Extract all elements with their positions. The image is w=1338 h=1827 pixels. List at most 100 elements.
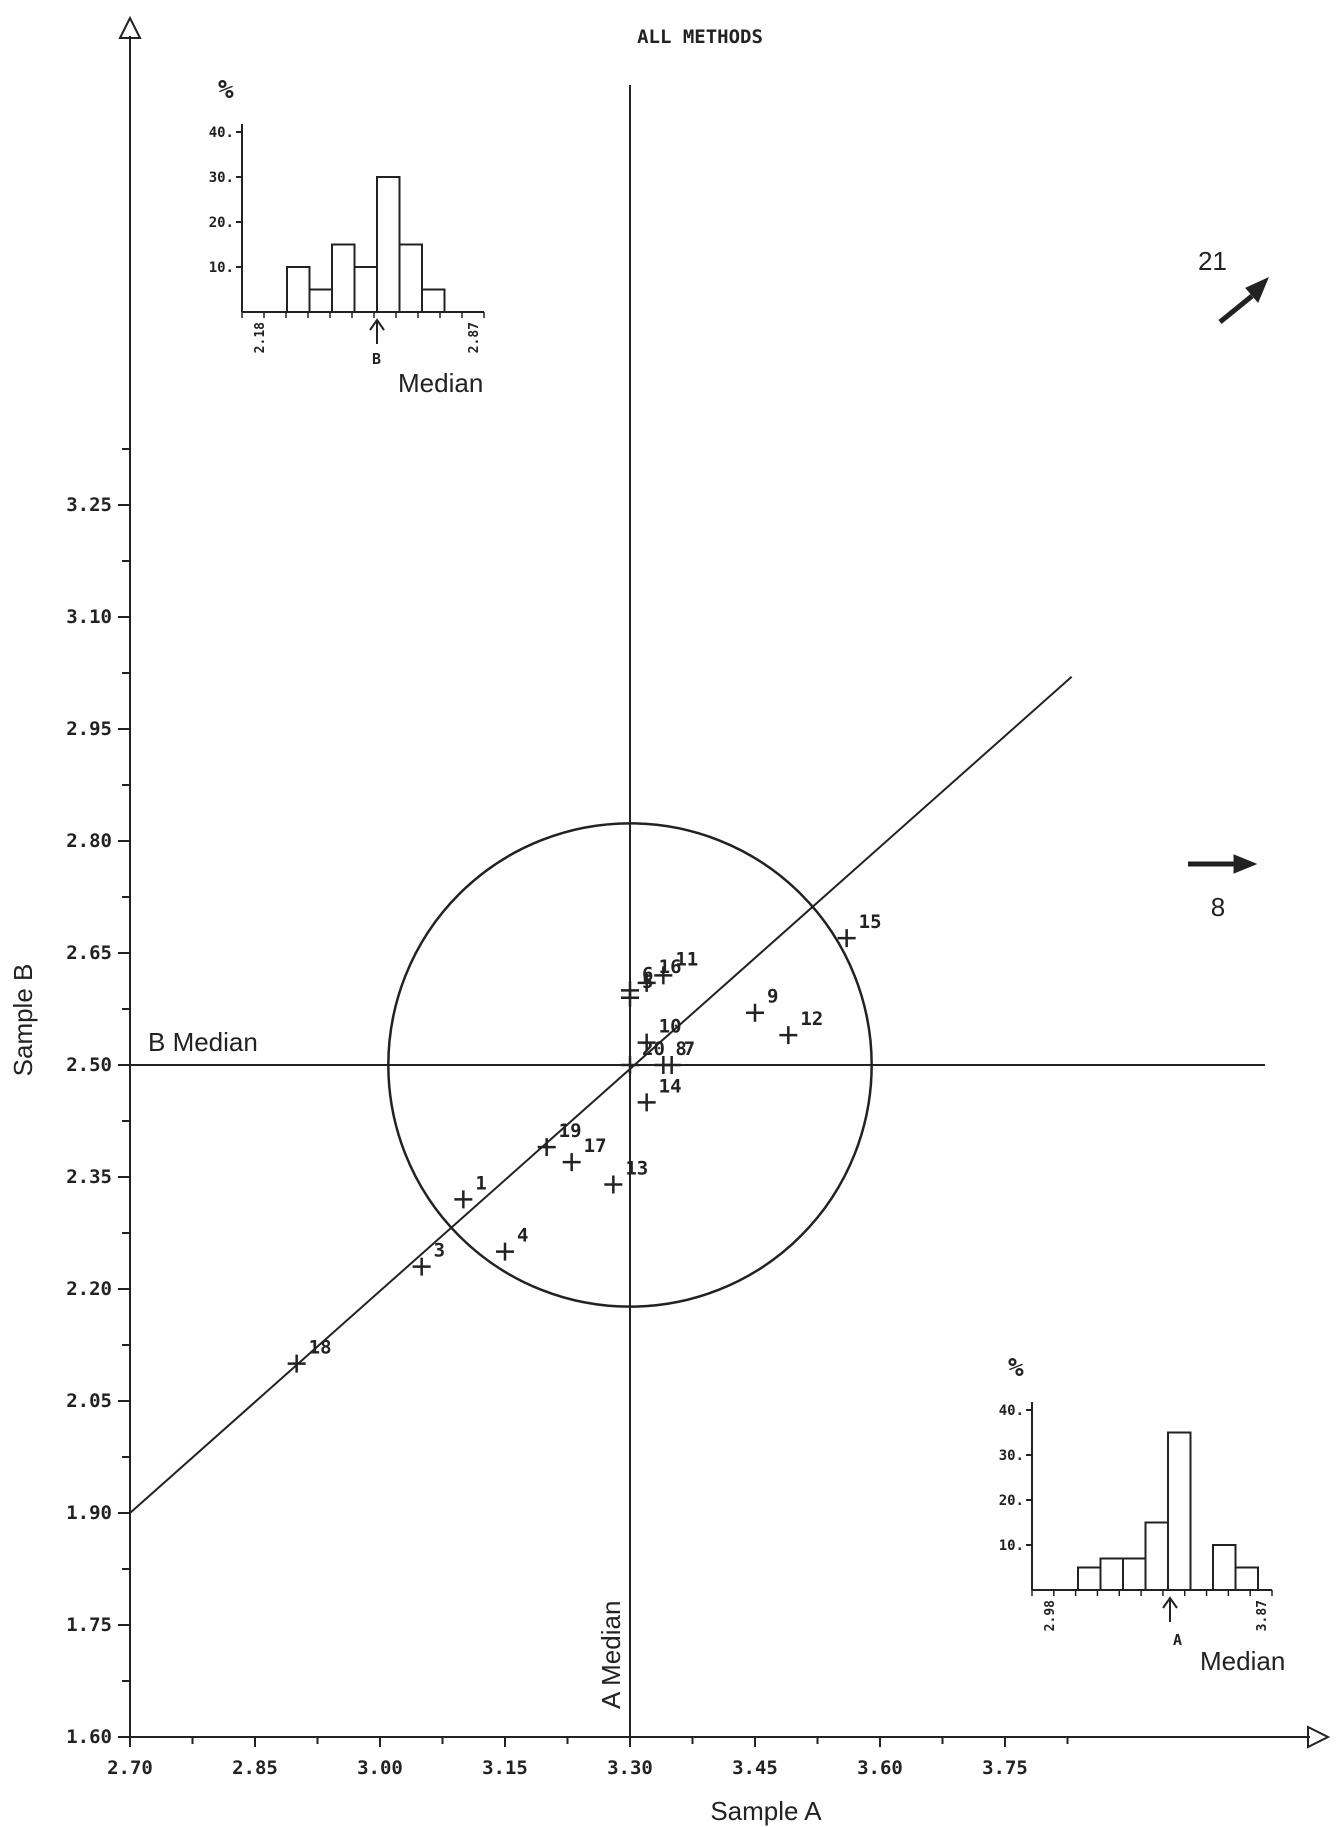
y-tick-label: 1.90 [66, 1502, 112, 1524]
histogram-sample-a: % 10. 20. 30. 40. 2.98 3.87 A Median [999, 1353, 1286, 1676]
data-point: 12 [779, 1008, 823, 1045]
outlier-arrowhead-up-right [1245, 277, 1269, 303]
data-point-marker [412, 1257, 431, 1276]
histogram-bar [1212, 1544, 1237, 1591]
x-tick-label: 3.15 [482, 1757, 528, 1779]
outlier-label-8: 8 [1211, 892, 1225, 922]
histogram-sample-b: % 10. 20. 30. 40. 2.18 2.87 B Median [209, 75, 485, 398]
y-tick-label: 1.60 [66, 1726, 112, 1748]
histogram-a-median-label: Median [1200, 1646, 1285, 1676]
data-point-marker [837, 929, 856, 948]
data-point: 6 [621, 963, 653, 1000]
y-tick-label: 2.80 [66, 830, 112, 852]
histogram-bar [353, 266, 378, 313]
data-point: 4 [496, 1225, 528, 1261]
data-point-marker [454, 1190, 473, 1209]
histogram-x-end-label: 2.87 [467, 322, 482, 353]
histogram-y-tick-label: 20. [999, 1493, 1024, 1509]
y-tick-label: 2.05 [66, 1390, 112, 1412]
y-tick-label: 2.65 [66, 942, 112, 964]
median-a-label: A Median [596, 1601, 626, 1709]
y-tick-label: 2.95 [66, 718, 112, 740]
x-axis-arrowhead [1307, 1725, 1331, 1749]
data-point-label: 16 [659, 956, 682, 978]
histogram-percent-label: % [218, 75, 234, 105]
histogram-a-median-marker: A [1173, 1631, 1182, 1649]
data-point: 15 [837, 911, 882, 948]
histogram-bar [1234, 1566, 1259, 1591]
x-tick-label: 2.85 [232, 1757, 278, 1779]
x-tick-label: 3.00 [357, 1757, 403, 1779]
histogram-x-end-label: 3.87 [1255, 1600, 1270, 1631]
outlier-arrow-up-right [1218, 294, 1254, 324]
data-point-label: 19 [559, 1120, 582, 1142]
data-point-marker [621, 981, 639, 1000]
histogram-x-start-label: 2.98 [1043, 1600, 1058, 1631]
histogram-y-tick-label: 20. [209, 215, 234, 231]
chart-title: ALL METHODS [637, 26, 763, 48]
x-tick-label: 2.70 [107, 1757, 153, 1779]
axes: 2.70 2.85 3.00 3.15 3.30 3.45 3.60 3.75 1.60 1.75… [66, 15, 1331, 1779]
data-point-label: 3 [434, 1240, 445, 1262]
histogram-bar [398, 243, 423, 313]
data-point-label: 15 [859, 911, 882, 933]
histogram-y-tick-label: 10. [209, 260, 234, 276]
histogram-bar [331, 243, 356, 313]
data-point-label: 7 [684, 1038, 695, 1060]
y-tick-label: 2.35 [66, 1166, 112, 1188]
histogram-y-tick-label: 40. [209, 125, 234, 141]
outlier-arrows: 21 8 [1188, 246, 1269, 922]
x-tick-label: 3.30 [607, 1757, 653, 1779]
data-point-marker [537, 1138, 556, 1157]
data-point: 13 [604, 1157, 648, 1194]
data-point-label: 13 [625, 1157, 648, 1179]
histogram-y-tick-label: 30. [209, 170, 234, 186]
data-point: 14 [637, 1075, 682, 1112]
data-point: 9 [746, 986, 778, 1022]
y-tick-label: 2.20 [66, 1278, 112, 1300]
data-point: 16 [637, 956, 682, 992]
data-point: 3 [412, 1240, 445, 1276]
data-point-label: 17 [584, 1135, 607, 1157]
x-tick-label: 3.45 [732, 1757, 778, 1779]
histogram-bar [308, 288, 333, 313]
circle-boundary [387, 822, 873, 1308]
data-point-marker [779, 1026, 798, 1045]
data-point: 20 [621, 1038, 665, 1074]
data-point-marker [654, 966, 673, 985]
data-point: 18 [287, 1337, 332, 1373]
data-point-label: 20 [642, 1038, 665, 1060]
data-point-marker [496, 1242, 514, 1261]
data-point-marker [287, 1354, 306, 1373]
diagonal-line [129, 675, 1073, 1514]
data-point: 1 [454, 1172, 487, 1209]
x-tick-label: 3.60 [857, 1757, 903, 1779]
data-point: 10 [637, 1016, 682, 1052]
histogram-a-median-arrow [1162, 1596, 1178, 1622]
data-point-label: 8 [675, 1038, 686, 1060]
histogram-b-median-arrow [369, 318, 385, 344]
data-point-marker [604, 1175, 623, 1194]
y-axis-arrowhead [118, 15, 142, 39]
histogram-y-tick-label: 10. [999, 1538, 1024, 1554]
outlier-label-21: 21 [1198, 246, 1227, 276]
y-tick-label: 2.50 [66, 1054, 112, 1076]
y-tick-label: 3.10 [66, 606, 112, 628]
histogram-bar [376, 176, 401, 313]
histogram-bar [1122, 1557, 1147, 1591]
data-point-marker [637, 973, 656, 992]
data-point-marker [621, 1056, 639, 1074]
data-point-marker [637, 1033, 656, 1052]
data-point-label: 11 [675, 948, 698, 970]
histogram-bar [1144, 1521, 1169, 1591]
data-point-marker [746, 1003, 764, 1022]
data-point-marker [562, 1153, 581, 1172]
outlier-arrowhead-right [1233, 854, 1258, 874]
histogram-b-median-label: Median [398, 368, 483, 398]
histogram-bar [421, 288, 446, 313]
histogram-y-tick-label: 30. [999, 1448, 1024, 1464]
histogram-b-median-marker: B [372, 350, 381, 368]
histogram-y-tick-label: 40. [999, 1403, 1024, 1419]
